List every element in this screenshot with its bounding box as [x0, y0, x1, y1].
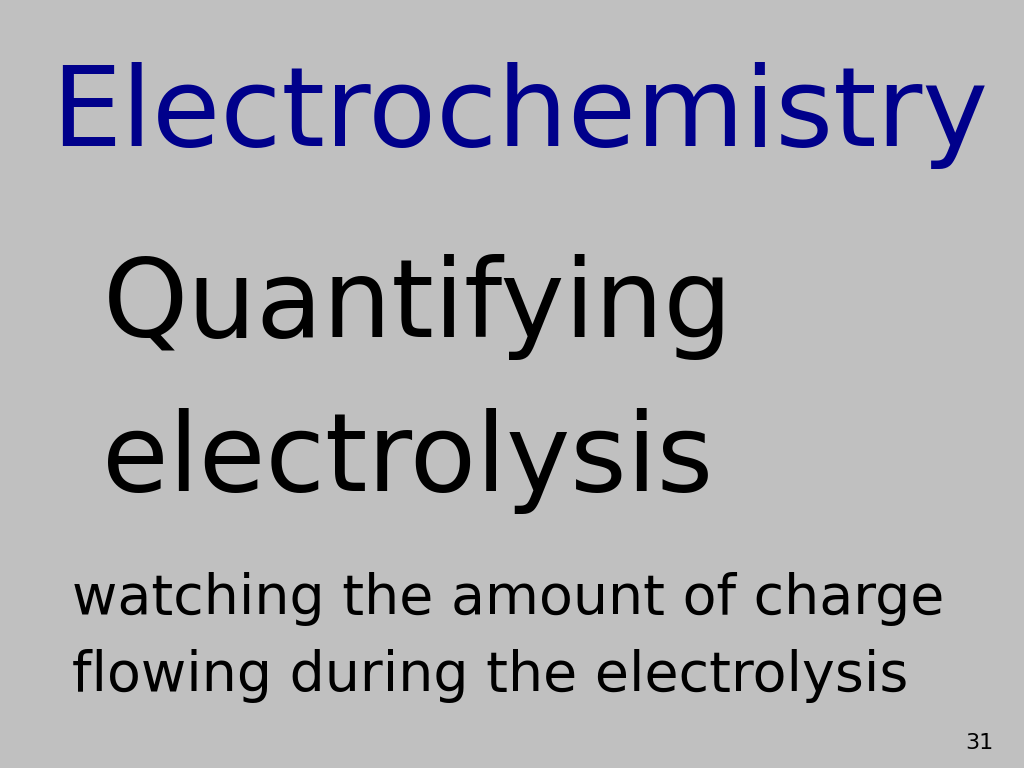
Text: Quantifying: Quantifying	[102, 254, 732, 360]
Text: 31: 31	[965, 733, 993, 753]
Text: flowing during the electrolysis: flowing during the electrolysis	[72, 649, 908, 703]
Text: electrolysis: electrolysis	[102, 408, 714, 514]
Text: watching the amount of charge: watching the amount of charge	[72, 572, 944, 626]
Text: Electrochemistry: Electrochemistry	[51, 61, 988, 169]
